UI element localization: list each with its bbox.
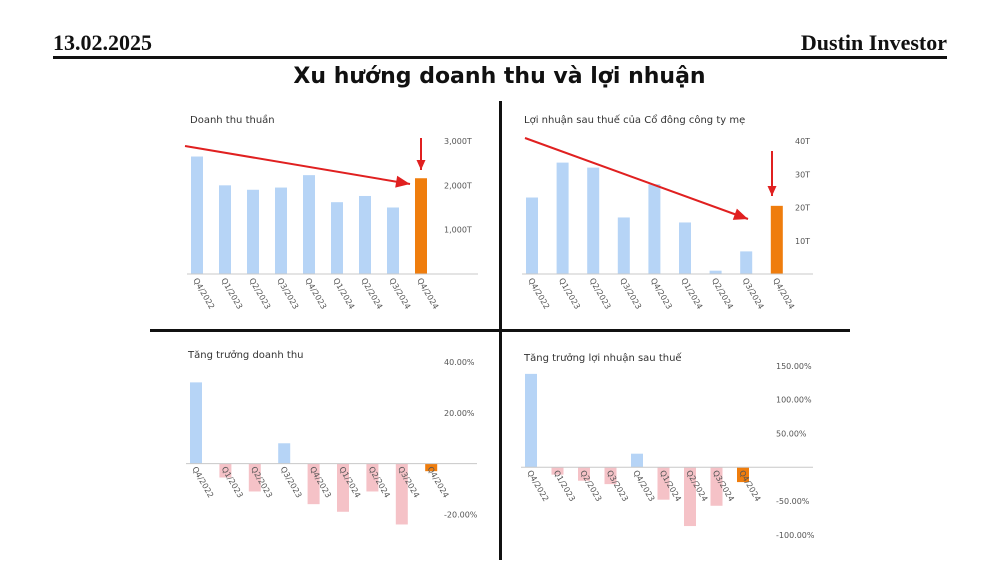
bar-Q2-2023 (578, 467, 590, 481)
chart-title: Doanh thu thuần (190, 114, 275, 126)
y-tick-label: 40.00% (444, 358, 475, 367)
trend-arrow-head (732, 208, 748, 220)
x-tick-label: Q4/2024 (737, 469, 762, 503)
bar-Q3-2024 (395, 463, 408, 525)
bar-Q1-2023 (219, 185, 231, 274)
x-tick-label: Q2/2023 (578, 469, 603, 503)
bar-Q3-2023 (604, 467, 617, 485)
bar-Q1-2023 (551, 467, 564, 475)
y-tick-label: 1,000T (444, 226, 472, 235)
bar-Q2-2023 (247, 189, 259, 274)
x-tick-label: Q1/2023 (557, 277, 582, 311)
x-tick-label: Q1/2024 (679, 277, 704, 311)
x-tick-label: Q4/2022 (525, 469, 550, 503)
x-tick-label: Q4/2023 (303, 277, 328, 311)
bar-Q4-2024 (770, 205, 783, 274)
x-tick-label: Q4/2024 (425, 465, 450, 499)
x-tick-label: Q4/2022 (526, 277, 551, 311)
y-tick-label: 40T (795, 137, 810, 146)
bar-Q2-2024 (366, 463, 379, 492)
revenue-growth-chart: Tăng trưởng doanh thu -20.00% 20.00% 40.00… (186, 349, 478, 525)
report-date: 13.02.2025 (53, 30, 152, 55)
bar-Q2-2024 (709, 270, 722, 274)
bar-Q4-2022 (526, 197, 538, 274)
x-tick-label: Q2/2024 (710, 277, 735, 311)
x-tick-label: Q2/2023 (587, 277, 612, 311)
bar-Q4-2024 (425, 463, 438, 472)
x-tick-label: Q4/2023 (631, 469, 656, 503)
bar-Q2-2023 (587, 167, 600, 274)
y-tick-label: 20.00% (444, 409, 475, 418)
bar-Q3-2024 (740, 251, 753, 274)
bar-Q1-2024 (679, 222, 691, 274)
x-tick-label: Q1/2023 (220, 465, 245, 499)
bar-Q1-2023 (219, 463, 232, 478)
chart-title: Tăng trưởng doanh thu (187, 349, 304, 361)
bar-Q3-2024 (710, 467, 723, 506)
bar-Q4-2023 (631, 453, 643, 468)
y-tick-label: 150.00% (776, 362, 812, 371)
bar-Q2-2023 (248, 463, 261, 492)
bar-Q4-2023 (303, 175, 315, 274)
y-tick-label: 20T (795, 204, 810, 213)
y-tick-label: 100.00% (776, 396, 812, 405)
bar-Q1-2023 (556, 162, 569, 274)
y-tick-label: 2,000T (444, 181, 472, 190)
x-tick-label: Q4/2022 (190, 465, 215, 499)
x-tick-label: Q4/2024 (771, 277, 796, 311)
bar-Q1-2024 (657, 467, 670, 500)
trend-arrow-head (416, 160, 426, 170)
x-tick-label: Q4/2022 (191, 277, 216, 311)
x-tick-label: Q3/2023 (278, 465, 303, 499)
x-tick-label: Q2/2023 (247, 277, 272, 311)
profit-growth-chart: Tăng trưởng lợi nhuận sau thuế -100.00% -… (521, 352, 815, 540)
revenue-chart: Doanh thu thuần 1,000T 2,000T 3,000T Q4/202… (184, 114, 478, 311)
x-tick-label: Q4/2024 (415, 277, 440, 311)
x-tick-label: Q1/2023 (552, 469, 577, 503)
bar-Q3-2023 (278, 443, 291, 464)
x-tick-label: Q3/2024 (387, 277, 412, 311)
horizontal-divider (150, 329, 850, 332)
x-tick-label: Q3/2023 (605, 469, 630, 503)
x-tick-label: Q1/2023 (219, 277, 244, 311)
x-tick-label: Q3/2024 (740, 277, 765, 311)
trend-arrow-line (524, 137, 749, 220)
y-tick-label: -20.00% (444, 510, 478, 519)
bar-Q3-2023 (275, 187, 287, 274)
bar-Q4-2022 (525, 373, 537, 468)
chart-title: Lợi nhuận sau thuế của Cổ đông công ty m… (524, 113, 745, 126)
trend-arrow-line (184, 145, 411, 185)
page-title: Xu hướng doanh thu và lợi nhuận (293, 64, 706, 89)
bar-Q4-2024 (415, 178, 427, 274)
author-name: Dustin Investor (800, 30, 947, 55)
y-tick-label: -100.00% (776, 531, 815, 540)
bar-Q2-2024 (684, 467, 696, 527)
bar-Q4-2023 (307, 463, 320, 505)
x-tick-label: Q3/2023 (618, 277, 643, 311)
y-tick-label: 10T (795, 237, 810, 246)
header-rule (53, 56, 947, 59)
bar-Q4-2022 (190, 382, 202, 464)
x-tick-label: Q4/2023 (649, 277, 674, 311)
y-tick-label: 50.00% (776, 429, 807, 438)
bar-Q1-2024 (331, 202, 343, 274)
y-tick-label: 3,000T (444, 137, 472, 146)
y-tick-label: 30T (795, 170, 810, 179)
x-tick-label: Q1/2024 (331, 277, 356, 311)
bar-Q4-2022 (191, 156, 203, 274)
bar-Q3-2023 (617, 217, 630, 274)
trend-arrow-head (767, 186, 777, 196)
bar-Q1-2024 (337, 463, 349, 512)
trend-arrow-head (395, 175, 410, 188)
x-tick-label: Q3/2023 (275, 277, 300, 311)
bar-Q3-2024 (387, 207, 399, 274)
net-profit-chart: Lợi nhuận sau thuế của Cổ đông công ty m… (522, 113, 813, 311)
bar-Q4-2023 (648, 184, 661, 274)
bar-Q4-2024 (737, 467, 749, 483)
y-tick-label: -50.00% (776, 497, 810, 506)
chart-title: Tăng trưởng lợi nhuận sau thuế (523, 352, 682, 364)
bar-Q2-2024 (359, 195, 371, 274)
x-tick-label: Q2/2024 (359, 277, 384, 311)
